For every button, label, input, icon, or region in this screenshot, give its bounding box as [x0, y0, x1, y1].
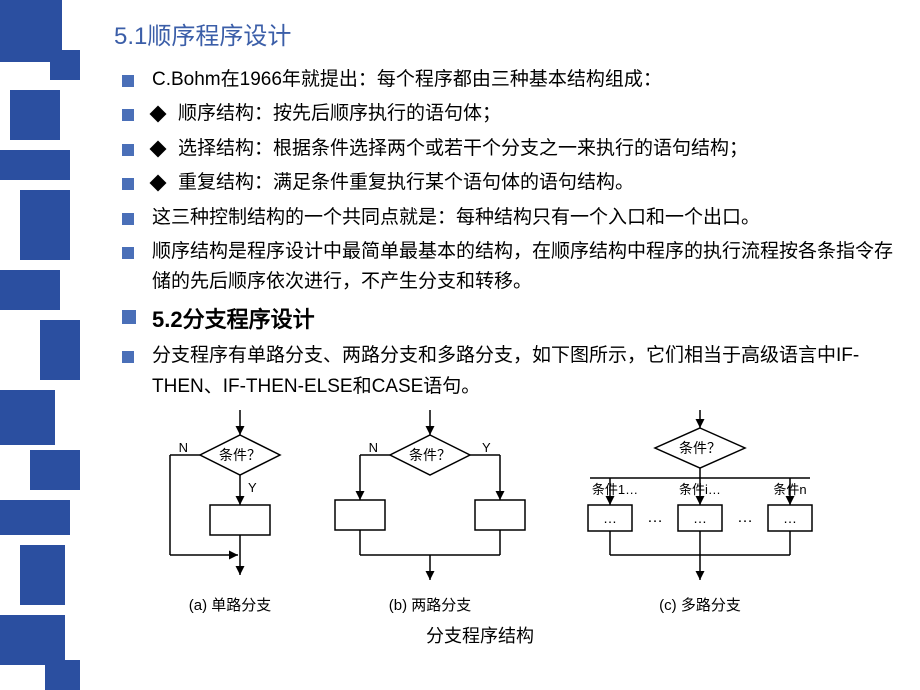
diamond-icon	[150, 140, 167, 157]
deco-box	[0, 150, 70, 180]
bullet-item: 选择结构：根据条件选择两个或若干个分支之一来执行的语句结构；	[116, 134, 900, 164]
cond-label: 条件？	[679, 440, 721, 456]
bullet-item-heading: 5.2分支程序设计	[116, 302, 900, 337]
flowchart-a: 条件？ N Y (a) 单路分支	[170, 410, 280, 614]
deco-box	[40, 320, 80, 380]
bullet-text: 分支程序有单路分支、两路分支和多路分支，如下图所示，它们相当于高级语言中IF-T…	[152, 345, 859, 396]
diamond-icon	[150, 175, 167, 192]
bullet-item: 分支程序有单路分支、两路分支和多路分支，如下图所示，它们相当于高级语言中IF-T…	[116, 341, 900, 402]
no-label: N	[179, 440, 188, 455]
dots: …	[737, 509, 753, 526]
dots: …	[783, 510, 797, 526]
decorative-sidebar	[0, 0, 90, 690]
deco-box	[30, 450, 80, 490]
bullet-list: C.Bohm在1966年就提出：每个程序都由三种基本结构组成： 顺序结构：按先后…	[116, 65, 900, 402]
bullet-item: 重复结构：满足条件重复执行某个语句体的语句结构。	[116, 168, 900, 198]
section-title: 5.1顺序程序设计	[110, 16, 900, 51]
bullet-text: 选择结构：根据条件选择两个或若干个分支之一来执行的语句结构；	[178, 138, 748, 159]
bullet-item: 顺序结构：按先后顺序执行的语句体；	[116, 99, 900, 129]
slide: 5.1顺序程序设计 C.Bohm在1966年就提出：每个程序都由三种基本结构组成…	[0, 0, 920, 690]
subsection-title: 5.2分支程序设计	[152, 307, 315, 332]
dots: …	[693, 510, 707, 526]
deco-box	[0, 390, 55, 445]
caption-b: (b) 两路分支	[389, 597, 472, 614]
yes-label: Y	[482, 440, 491, 455]
caption-a: (a) 单路分支	[189, 597, 272, 614]
deco-box	[20, 190, 70, 260]
deco-box	[50, 50, 80, 80]
bullet-text: 顺序结构是程序设计中最简单最基本的结构，在顺序结构中程序的执行流程按各条指令存储…	[152, 241, 893, 292]
flowchart-svg: 条件？ N Y (a) 单路分支 条件？ N Y	[150, 410, 850, 670]
bullet-text: 顺序结构：按先后顺序执行的语句体；	[178, 103, 501, 124]
deco-box	[10, 90, 60, 140]
bullet-text: 重复结构：满足条件重复执行某个语句体的语句结构。	[178, 172, 634, 193]
cond-label: 条件？	[219, 447, 261, 463]
flowchart-c: 条件？ 条件1… 条件i… 条件n … … … …	[588, 410, 830, 614]
dots: …	[647, 509, 663, 526]
deco-box	[20, 545, 65, 605]
dots: …	[603, 510, 617, 526]
bullet-item: 顺序结构是程序设计中最简单最基本的结构，在顺序结构中程序的执行流程按各条指令存储…	[116, 237, 900, 298]
no-label: N	[369, 440, 378, 455]
cond1-label: 条件1…	[592, 482, 638, 497]
flowchart-diagram: 条件？ N Y (a) 单路分支 条件？ N Y	[150, 410, 850, 670]
diamond-icon	[150, 106, 167, 123]
bullet-item: C.Bohm在1966年就提出：每个程序都由三种基本结构组成：	[116, 65, 900, 95]
bullet-item: 这三种控制结构的一个共同点就是：每种结构只有一个入口和一个出口。	[116, 203, 900, 233]
bullet-text: C.Bohm在1966年就提出：每个程序都由三种基本结构组成：	[152, 69, 662, 90]
deco-box	[0, 270, 60, 310]
caption-c: (c) 多路分支	[659, 597, 741, 614]
yes-label: Y	[248, 480, 257, 495]
deco-box	[45, 660, 80, 690]
diagram-caption: 分支程序结构	[426, 626, 534, 646]
content-area: 5.1顺序程序设计 C.Bohm在1966年就提出：每个程序都由三种基本结构组成…	[110, 16, 900, 406]
flowchart-b: 条件？ N Y (b) 两路分支	[335, 410, 525, 614]
bullet-text: 这三种控制结构的一个共同点就是：每种结构只有一个入口和一个出口。	[152, 207, 760, 228]
deco-box	[0, 615, 65, 665]
deco-box	[0, 500, 70, 535]
cond-label: 条件？	[409, 447, 451, 463]
